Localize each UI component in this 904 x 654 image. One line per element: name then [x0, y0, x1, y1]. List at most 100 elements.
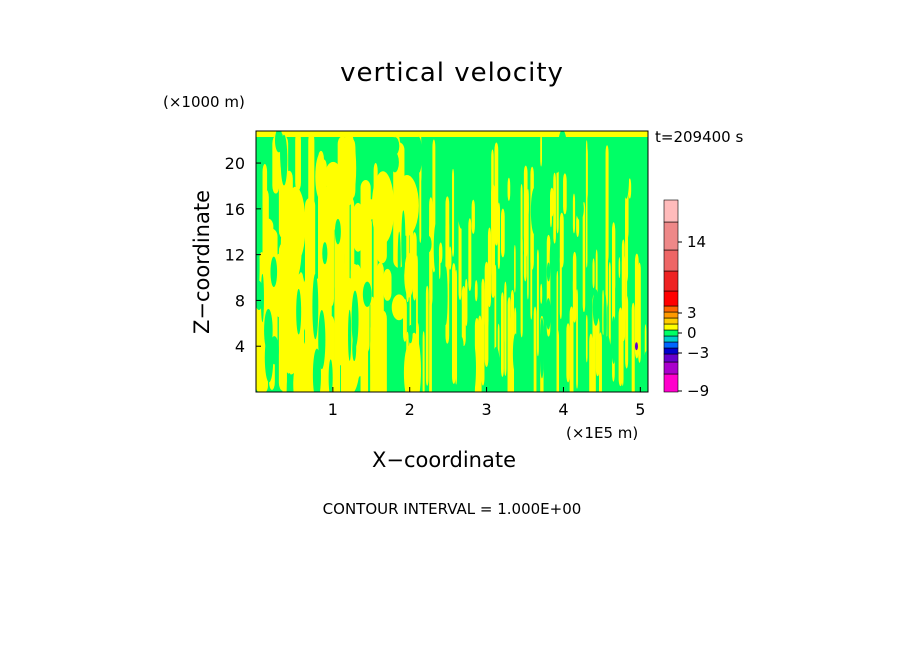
field-yellow-patch [523, 165, 528, 258]
field-yellow-patch [407, 332, 421, 392]
field-green-patch [318, 310, 326, 370]
colorbar-band [663, 199, 679, 223]
field-yellow-patch [589, 333, 593, 392]
y-tick-label: 4 [235, 337, 245, 356]
field-yellow-patch [618, 307, 623, 387]
field-green-patch [442, 148, 446, 212]
field-yellow-patch [628, 178, 632, 199]
field-green-patch [256, 163, 262, 227]
field-yellow-patch [540, 283, 543, 304]
field-yellow-patch [327, 221, 334, 307]
field-yellow-patch [295, 132, 301, 191]
field-yellow-patch [582, 201, 586, 313]
field-yellow-patch [320, 183, 344, 230]
field-yellow-patch [504, 284, 507, 376]
field-yellow-patch [383, 268, 392, 301]
field-yellow-patch [536, 249, 539, 357]
x-axis-label: X−coordinate [372, 448, 516, 472]
contour-interval-note: CONTOUR INTERVAL = 1.000E+00 [322, 500, 582, 518]
field-yellow-patch [301, 279, 312, 332]
field-yellow-patch [497, 202, 501, 270]
field-green-patch [614, 157, 620, 199]
colorbar-band [663, 361, 679, 375]
y-tick-label: 8 [235, 291, 245, 310]
field-green-patch [422, 258, 426, 322]
field-yellow-patch [599, 332, 602, 392]
field-green-patch [576, 197, 584, 221]
field-yellow-patch [494, 142, 499, 246]
field-green-patch [270, 256, 278, 288]
field-green-patch [539, 317, 545, 379]
field-green-patch [348, 309, 352, 361]
field-yellow-patch [288, 310, 295, 366]
field-yellow-patch [484, 284, 489, 367]
colorbar-label: 0 [687, 324, 697, 342]
field-yellow-patch [452, 263, 456, 384]
colorbar-band [663, 290, 679, 307]
field-yellow-patch [308, 132, 315, 244]
field-green-patch [408, 325, 413, 344]
field-yellow-patch [618, 257, 621, 279]
field-yellow-patch [559, 253, 562, 320]
field-green-patch [512, 333, 519, 374]
field-yellow-patch [556, 270, 559, 392]
colorbar-band [663, 305, 679, 313]
field-yellow-patch [576, 214, 580, 237]
field-green-patch [492, 346, 501, 392]
field-green-patch [322, 242, 328, 265]
field-green-patch [642, 351, 648, 392]
field-green-patch [269, 336, 279, 365]
field-green-patch [256, 235, 260, 296]
field-green-patch [312, 273, 319, 340]
field-green-patch [334, 218, 341, 245]
x-tick-label: 4 [558, 400, 568, 419]
field-yellow-patch [608, 262, 611, 346]
field-green-patch [296, 288, 302, 335]
field-yellow-patch [501, 208, 505, 258]
field-green-patch [549, 239, 555, 278]
velocity-field [256, 131, 648, 392]
field-green-patch [611, 316, 617, 364]
field-green-patch [328, 359, 333, 392]
colorbar-label: −9 [687, 382, 709, 400]
y-tick-label: 20 [225, 154, 245, 173]
colorbar-band [663, 329, 679, 337]
field-yellow-patch [510, 289, 515, 392]
field-green-patch [546, 262, 551, 282]
field-green-patch [437, 297, 441, 322]
field-yellow-patch [491, 149, 494, 233]
field-yellow-patch [540, 133, 543, 167]
field-yellow-patch [563, 173, 567, 215]
field-yellow-patch [507, 177, 511, 201]
field-yellow-patch [625, 295, 629, 369]
field-green-patch [260, 273, 264, 323]
field-yellow-patch [585, 314, 588, 363]
field-yellow-patch [514, 307, 517, 341]
field-yellow-patch [507, 314, 512, 392]
field-green-patch [475, 260, 483, 281]
field-yellow-patch [438, 255, 441, 280]
x-unit-label: (×1E5 m) [566, 424, 639, 442]
field-yellow-patch [572, 193, 576, 234]
colorbar-band [663, 341, 679, 349]
field-yellow-patch [566, 323, 570, 383]
field-yellow-patch [448, 246, 452, 270]
colorbar-label: −3 [687, 344, 709, 362]
field-green-patch [390, 152, 399, 173]
field-yellow-patch [425, 285, 429, 386]
field-yellow-patch [422, 331, 425, 392]
x-tick-label: 1 [328, 400, 338, 419]
field-yellow-patch [391, 294, 407, 321]
field-yellow-patch [474, 280, 478, 302]
colorbar-band [663, 347, 679, 355]
field-green-patch [457, 165, 466, 229]
z-unit-label: (×1000 m) [163, 93, 245, 111]
field-yellow-patch [595, 317, 600, 377]
field-yellow-patch [262, 164, 268, 232]
field-green-patch [362, 281, 372, 307]
colorbar-band [663, 335, 679, 343]
field-yellow-patch [350, 202, 366, 252]
field-green-patch [530, 187, 539, 235]
field-green-patch [443, 266, 448, 325]
